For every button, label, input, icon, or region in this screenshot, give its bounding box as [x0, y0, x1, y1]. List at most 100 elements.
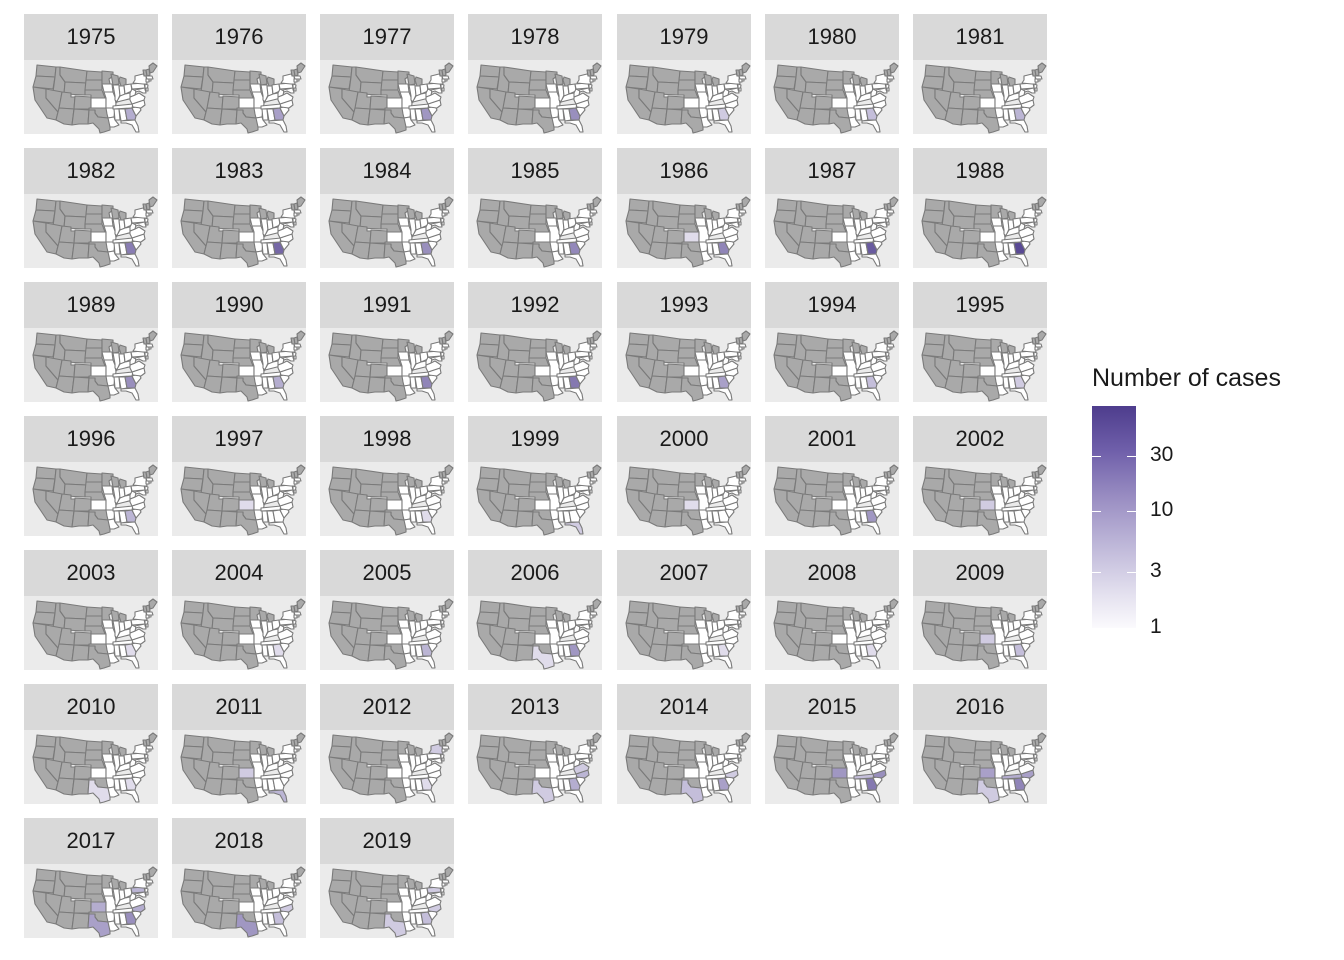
facet-plot-area — [320, 328, 454, 402]
state-wa — [628, 600, 650, 614]
state-sd — [232, 213, 251, 225]
state-ct — [293, 480, 298, 485]
state-co — [962, 497, 981, 512]
state-de — [293, 757, 297, 762]
facet-plot-area — [320, 462, 454, 536]
state-mt — [207, 468, 236, 486]
state-la — [403, 652, 416, 664]
state-fl — [416, 655, 436, 669]
state-me — [741, 196, 751, 208]
state-la — [848, 116, 861, 128]
facet-strip-label: 2007 — [617, 550, 751, 596]
facet-plot-area — [24, 60, 158, 134]
state-nd — [678, 70, 696, 81]
state-fl — [268, 923, 288, 937]
state-de — [886, 757, 890, 762]
state-ri — [889, 212, 893, 216]
state-ms — [1002, 242, 1010, 255]
state-co — [517, 765, 536, 780]
state-nh — [145, 202, 151, 211]
state-co — [369, 765, 388, 780]
state-wa — [776, 198, 798, 212]
state-de — [1034, 623, 1038, 628]
facet-plot-area — [765, 462, 899, 536]
state-fl — [416, 923, 436, 937]
state-wa — [628, 198, 650, 212]
state-de — [293, 623, 297, 628]
state-ms — [409, 376, 417, 389]
state-me — [889, 732, 899, 744]
facet-panel-2003: 2003 — [24, 550, 158, 670]
state-ct — [738, 212, 743, 217]
state-wa — [331, 332, 353, 346]
state-me — [148, 330, 158, 342]
facet-panel-2016: 2016 — [913, 684, 1047, 804]
facet-strip-label: 2012 — [320, 684, 454, 730]
state-ct — [293, 614, 298, 619]
state-wv — [870, 490, 878, 500]
state-wa — [479, 734, 501, 748]
state-ks — [534, 231, 551, 243]
state-nh — [1034, 470, 1040, 479]
state-ks — [831, 499, 848, 511]
state-ct — [441, 480, 446, 485]
state-ct — [1034, 346, 1039, 351]
facet-strip-label: 1977 — [320, 14, 454, 60]
state-az — [351, 911, 371, 930]
state-az — [499, 241, 519, 260]
state-wv — [722, 758, 730, 768]
state-la — [255, 116, 268, 128]
state-ct — [145, 212, 150, 217]
state-fl — [1009, 655, 1029, 669]
us-map — [180, 196, 306, 268]
state-nm — [219, 510, 238, 528]
state-de — [293, 489, 297, 494]
legend-tick-right — [1127, 628, 1136, 629]
state-nd — [826, 606, 844, 617]
facet-panel-2014: 2014 — [617, 684, 751, 804]
state-wv — [573, 758, 581, 768]
legend-tick-label: 3 — [1150, 559, 1162, 582]
state-ia — [842, 217, 855, 227]
state-la — [107, 518, 120, 530]
state-nd — [85, 70, 103, 81]
state-mt — [800, 468, 829, 486]
facet-plot-area — [320, 194, 454, 268]
state-de — [145, 623, 149, 628]
state-ms — [706, 510, 714, 523]
state-nd — [85, 740, 103, 751]
state-de — [589, 623, 593, 628]
facet-panel-1980: 1980 — [765, 14, 899, 134]
state-mt — [207, 870, 236, 888]
state-sd — [380, 481, 399, 493]
legend-tick-label: 30 — [1150, 443, 1174, 466]
legend-tick-left — [1092, 456, 1101, 457]
state-tx — [87, 243, 111, 268]
state-wi — [703, 207, 713, 220]
state-nh — [145, 68, 151, 77]
state-ks — [386, 499, 403, 511]
facet-strip-label: 2014 — [617, 684, 751, 730]
facet-plot-area — [468, 596, 602, 670]
facet-strip-label: 2015 — [765, 684, 899, 730]
facet-plot-area — [24, 730, 158, 804]
state-ia — [249, 887, 262, 897]
state-sd — [973, 481, 992, 493]
facet-plot-area — [172, 462, 306, 536]
state-ia — [249, 619, 262, 629]
state-wi — [406, 207, 416, 220]
state-la — [848, 786, 861, 798]
state-ma — [589, 343, 598, 348]
state-ma — [145, 75, 154, 80]
state-wi — [851, 743, 861, 756]
state-sd — [84, 481, 103, 493]
state-wa — [35, 198, 57, 212]
state-fl — [861, 655, 881, 669]
state-ri — [1037, 614, 1041, 618]
us-map — [476, 464, 602, 536]
state-nh — [1034, 68, 1040, 77]
state-az — [203, 777, 223, 796]
state-nh — [886, 604, 892, 613]
state-wv — [722, 222, 730, 232]
state-wv — [425, 490, 433, 500]
